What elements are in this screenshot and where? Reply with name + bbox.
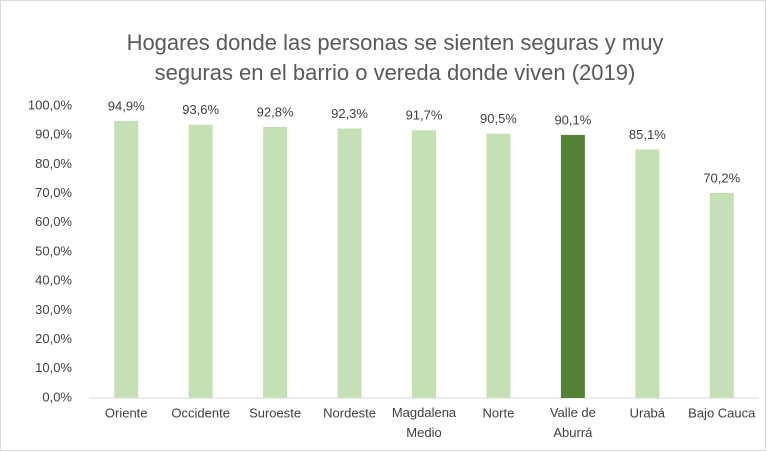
bar: [635, 149, 660, 398]
bar: [560, 134, 585, 398]
x-tick-label: Occidente: [171, 405, 230, 420]
x-tick-label: Nordeste: [323, 405, 376, 420]
bar: [188, 124, 213, 399]
x-tick-label: Oriente: [105, 405, 148, 420]
y-tick-label: 30,0%: [35, 302, 72, 317]
x-tick-label: Norte: [483, 405, 515, 420]
bar: [486, 133, 511, 399]
y-tick-label: 10,0%: [35, 360, 72, 375]
data-label: 85,1%: [629, 127, 666, 142]
bar: [412, 130, 436, 398]
chart-title: seguras en el barrio o vereda donde vive…: [155, 60, 636, 85]
data-label: 70,2%: [703, 170, 740, 185]
data-label: 93,6%: [182, 102, 219, 117]
chart-title: Hogares donde las personas se sienten se…: [127, 30, 664, 55]
data-label: 92,8%: [257, 104, 294, 119]
x-tick-label: Bajo Cauca: [688, 405, 756, 420]
y-tick-label: 80,0%: [35, 156, 72, 171]
data-label: 90,5%: [480, 111, 517, 126]
y-tick-label: 40,0%: [35, 273, 72, 288]
data-label: 94,9%: [108, 98, 145, 113]
y-tick-label: 100,0%: [28, 97, 73, 112]
bar: [114, 120, 139, 398]
y-tick-label: 50,0%: [35, 243, 72, 258]
x-tick-label: Suroeste: [249, 405, 301, 420]
data-label: 90,1%: [554, 112, 591, 127]
x-tick-label: Valle de Aburrá: [550, 405, 596, 440]
x-tick-label: Magdalena Medio: [392, 405, 457, 440]
y-tick-label: 90,0%: [35, 127, 72, 142]
bar: [709, 193, 734, 398]
y-tick-label: 0,0%: [42, 389, 72, 404]
bar: [337, 128, 362, 398]
y-tick-label: 70,0%: [35, 185, 72, 200]
data-label: 91,7%: [406, 108, 443, 123]
x-tick-label: Urabá: [630, 405, 666, 420]
y-tick-label: 20,0%: [35, 331, 72, 346]
bar: [263, 127, 288, 399]
data-label: 92,3%: [331, 106, 368, 121]
y-tick-label: 60,0%: [35, 214, 72, 229]
